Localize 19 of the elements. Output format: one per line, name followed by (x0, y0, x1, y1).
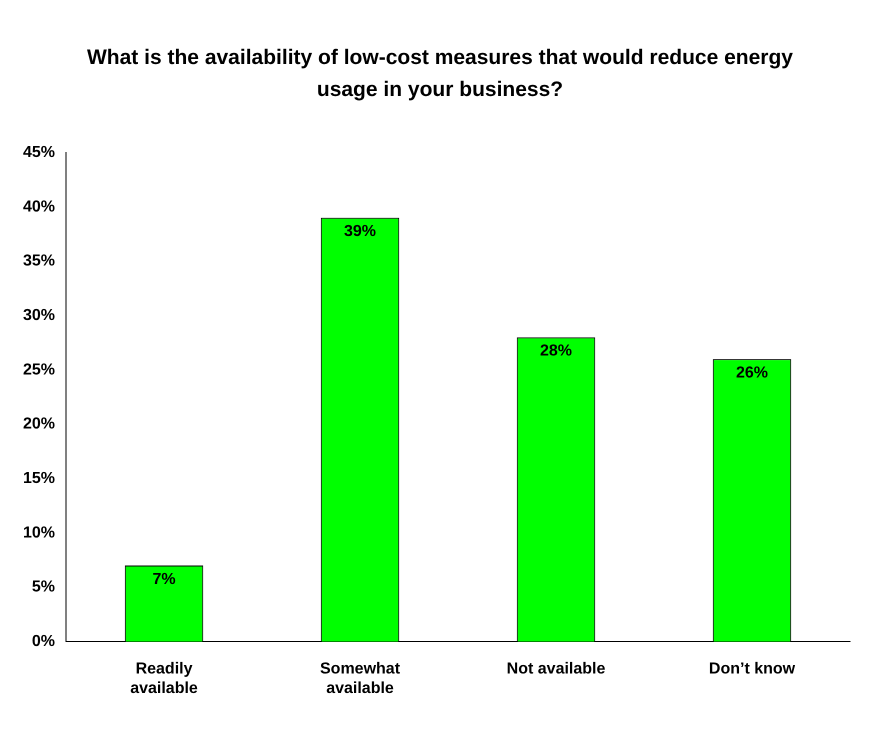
y-tick-label: 30% (22, 307, 56, 324)
data-label: 7% (152, 570, 176, 588)
y-tick-label: 45% (22, 144, 56, 162)
x-tick-label: Not available (506, 660, 606, 678)
x-tick-label: Readily available (130, 660, 198, 697)
y-tick-label: 40% (22, 198, 56, 216)
data-label: 26% (736, 364, 768, 382)
x-tick-label: Somewhat available (320, 660, 401, 697)
data-label: 28% (540, 342, 572, 360)
y-tick-label: 20% (22, 416, 56, 433)
y-tick-label: 10% (22, 524, 56, 542)
data-label: 39% (344, 223, 376, 240)
y-tick-label: 35% (22, 252, 56, 270)
y-tick-label: 25% (22, 361, 56, 378)
y-tick-label: 15% (22, 470, 56, 488)
x-tick-label: Don’t know (708, 660, 796, 678)
chart-title: What is the availability of low-cost measures that would reduce energy usage in your business? (86, 45, 794, 103)
y-tick-label: 5% (32, 578, 56, 596)
y-tick-label: 0% (32, 633, 56, 650)
